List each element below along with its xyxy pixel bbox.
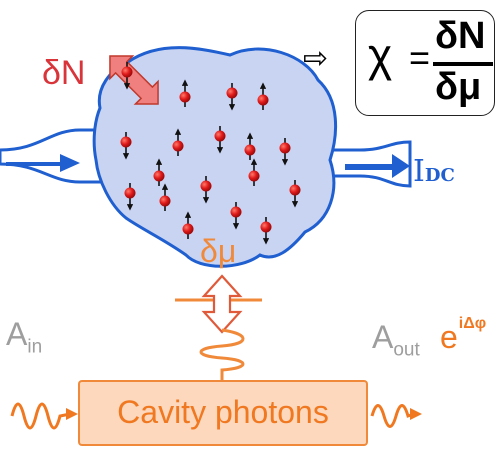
current-out-arrow	[345, 154, 410, 178]
photon-out-head	[410, 408, 422, 420]
particle	[257, 94, 269, 106]
current-subscript: DC	[424, 165, 455, 186]
fraction-bar	[433, 62, 493, 66]
particle	[121, 66, 133, 78]
particle	[214, 130, 226, 142]
particle	[244, 144, 256, 156]
particle	[153, 170, 165, 182]
particle	[172, 140, 184, 152]
particle	[179, 91, 191, 103]
current-label: IDC	[413, 157, 455, 187]
chi-symbol: χ	[368, 29, 393, 81]
formula-numerator: δN	[435, 15, 486, 57]
particle	[279, 142, 291, 154]
particle-group	[120, 62, 301, 245]
amplitude-out-label: Aout	[372, 321, 420, 359]
particle	[226, 87, 238, 99]
photon-out-wave	[370, 404, 415, 428]
delta-mu-label: δμ	[200, 233, 237, 269]
delta-n-label: δN	[42, 54, 86, 92]
particle	[124, 187, 136, 199]
particle	[159, 195, 171, 207]
cavity-label: Cavity photons	[117, 394, 329, 430]
implies-arrow-icon: ⇨	[303, 42, 329, 75]
photon-in-head	[66, 408, 78, 420]
particle	[230, 206, 242, 218]
particle	[248, 170, 260, 182]
current-symbol: I	[413, 154, 425, 189]
particle	[289, 184, 301, 196]
phase-base: e	[440, 319, 458, 355]
photon-in-wave	[10, 402, 71, 430]
phase-exponent: iΔφ	[458, 315, 487, 332]
left-lead	[0, 128, 107, 184]
amplitude-in-symbol: A	[6, 316, 28, 352]
particle	[182, 223, 194, 235]
vertical-double-arrow-icon	[201, 274, 243, 334]
formula-denominator: δμ	[435, 66, 482, 108]
amplitude-out-symbol: A	[372, 319, 394, 355]
particle	[260, 221, 272, 233]
particle	[200, 180, 212, 192]
particle	[120, 136, 132, 148]
current-in-arrow	[6, 154, 80, 172]
equals-sign: =	[409, 37, 431, 78]
amplitude-in-subscript: in	[27, 336, 43, 358]
double-headed-arrow-icon	[109, 55, 159, 105]
coupling-spring	[199, 328, 245, 380]
amplitude-out-subscript: out	[393, 339, 420, 361]
amplitude-in-label: Ain	[6, 318, 42, 356]
phase-factor: eiΔφ	[440, 316, 486, 355]
cavity-box: Cavity photons	[78, 380, 368, 446]
